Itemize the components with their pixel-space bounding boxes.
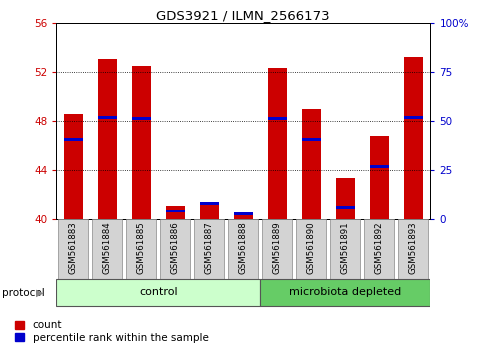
Bar (330, 219, 360, 280)
Bar (165, 206, 184, 219)
Bar (194, 219, 224, 280)
Text: GSM561892: GSM561892 (374, 221, 383, 274)
Text: control: control (139, 287, 177, 297)
Bar (301, 109, 320, 219)
Text: GSM561893: GSM561893 (408, 221, 417, 274)
Bar (233, 212, 252, 215)
Bar (92, 219, 122, 280)
Bar (233, 215, 252, 219)
Bar (132, 118, 150, 120)
Bar (403, 57, 422, 219)
Bar (228, 219, 258, 280)
Bar (335, 178, 354, 219)
Bar (56, 279, 260, 307)
Text: GSM561889: GSM561889 (272, 221, 281, 274)
Title: GDS3921 / ILMN_2566173: GDS3921 / ILMN_2566173 (156, 9, 329, 22)
Text: GSM561883: GSM561883 (69, 221, 78, 274)
Text: GSM561890: GSM561890 (306, 221, 315, 274)
Bar (262, 219, 292, 280)
Bar (200, 202, 218, 205)
Bar (364, 219, 393, 280)
Bar (98, 59, 116, 219)
Bar (98, 116, 116, 119)
Text: ▶: ▶ (36, 288, 43, 298)
Bar (260, 279, 429, 307)
Bar (403, 116, 422, 119)
Bar (301, 138, 320, 141)
Bar (296, 219, 325, 280)
Text: GSM561887: GSM561887 (204, 221, 213, 274)
Bar (267, 68, 286, 219)
Text: microbiota depleted: microbiota depleted (288, 287, 401, 297)
Bar (64, 138, 82, 141)
Bar (165, 210, 184, 212)
Bar (58, 219, 88, 280)
Bar (64, 114, 82, 219)
Legend: count, percentile rank within the sample: count, percentile rank within the sample (15, 320, 208, 343)
Text: GSM561891: GSM561891 (340, 221, 349, 274)
Text: GSM561886: GSM561886 (170, 221, 180, 274)
Bar (200, 202, 218, 219)
Bar (398, 219, 427, 280)
Bar (160, 219, 190, 280)
Bar (335, 206, 354, 209)
Bar (267, 118, 286, 120)
Text: protocol: protocol (2, 288, 45, 298)
Bar (126, 219, 156, 280)
Bar (132, 66, 150, 219)
Text: GSM561885: GSM561885 (137, 221, 145, 274)
Bar (369, 136, 388, 219)
Text: GSM561884: GSM561884 (102, 221, 112, 274)
Text: GSM561888: GSM561888 (238, 221, 247, 274)
Bar (369, 165, 388, 168)
